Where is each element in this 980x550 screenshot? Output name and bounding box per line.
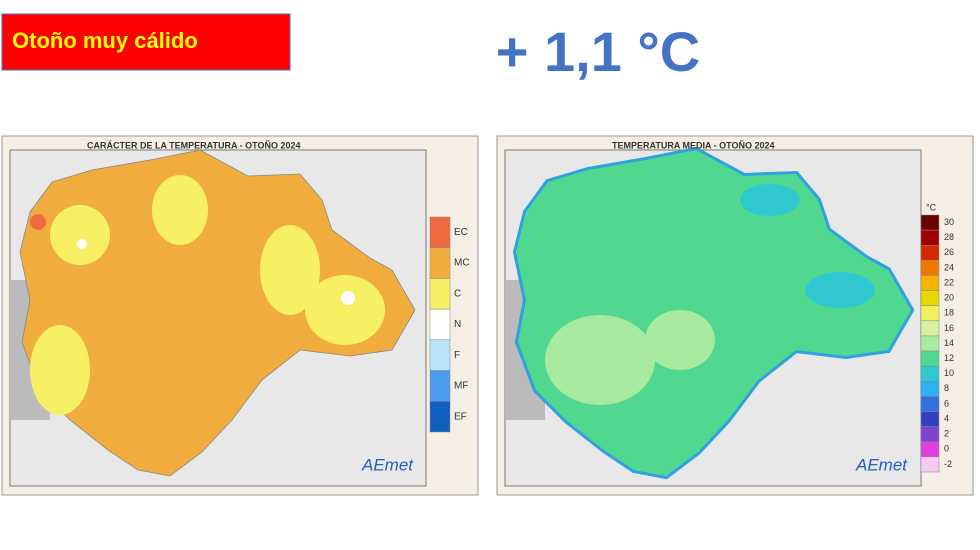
legend-swatch bbox=[429, 401, 451, 433]
legend-label: -2 bbox=[944, 459, 952, 469]
warm-patch bbox=[152, 175, 208, 245]
legend-label: 30 bbox=[944, 217, 954, 227]
legend-label: N bbox=[454, 319, 461, 330]
legend-label: EC bbox=[454, 227, 468, 238]
map-character: CARÁCTER DE LA TEMPERATURA - OTOÑO 2024 … bbox=[1, 135, 479, 496]
legend-swatch bbox=[429, 278, 451, 310]
badge-box bbox=[1, 13, 291, 71]
legend-label: EF bbox=[454, 411, 467, 422]
warm-patch bbox=[50, 205, 110, 265]
legend-swatch bbox=[429, 308, 451, 341]
legend-swatch bbox=[920, 244, 940, 261]
normal-spot bbox=[341, 291, 355, 305]
legend-swatch bbox=[920, 381, 940, 397]
cool-patch bbox=[805, 272, 875, 308]
map-mean-temperature: TEMPERATURA MEDIA - OTOÑO 2024 AEmet °C bbox=[496, 135, 974, 496]
legend-label: F bbox=[454, 350, 460, 361]
legend-swatch bbox=[920, 411, 940, 427]
legend-swatch bbox=[920, 350, 940, 367]
legend-label: 18 bbox=[944, 308, 954, 318]
map-title: TEMPERATURA MEDIA - OTOÑO 2024 bbox=[612, 140, 775, 150]
legend-label: MC bbox=[454, 258, 470, 269]
legend-label: C bbox=[454, 288, 461, 299]
warm-patch bbox=[260, 225, 320, 315]
legend-label: 26 bbox=[944, 247, 954, 257]
legend-unit: °C bbox=[926, 202, 937, 212]
warm-patch bbox=[30, 325, 90, 415]
normal-spot bbox=[77, 239, 87, 249]
legend-swatch bbox=[920, 365, 940, 382]
legend-label: 22 bbox=[944, 277, 954, 287]
legend-label: 12 bbox=[944, 353, 954, 363]
warm-patch bbox=[305, 275, 385, 345]
legend-swatch bbox=[920, 305, 940, 322]
legend-swatch bbox=[920, 335, 940, 352]
legend-label: 10 bbox=[944, 368, 954, 378]
legend-swatch bbox=[920, 229, 940, 246]
logo: AEmet bbox=[855, 455, 908, 474]
legend-label: 20 bbox=[944, 293, 954, 303]
legend-label: 4 bbox=[944, 413, 949, 423]
legend-label: 24 bbox=[944, 262, 954, 272]
anomaly: + 1,1 °C bbox=[496, 20, 701, 83]
legend-label: MF bbox=[454, 381, 468, 392]
map-title: CARÁCTER DE LA TEMPERATURA - OTOÑO 2024 bbox=[87, 140, 301, 150]
legend-swatch bbox=[429, 247, 451, 279]
legend-swatch bbox=[920, 275, 940, 291]
legend-label: 6 bbox=[944, 398, 949, 408]
legend-swatch bbox=[920, 456, 940, 473]
legend-label: 28 bbox=[944, 232, 954, 242]
legend-label: 0 bbox=[944, 444, 949, 454]
legend-swatch bbox=[920, 441, 940, 458]
mild-patch bbox=[545, 315, 655, 405]
legend-swatch bbox=[920, 320, 940, 337]
logo: AEmet bbox=[361, 455, 414, 474]
legend-swatch bbox=[920, 214, 940, 231]
legend-swatch bbox=[429, 339, 451, 371]
mild-patch bbox=[645, 310, 715, 370]
legend-swatch bbox=[429, 216, 451, 248]
legend-label: 2 bbox=[944, 429, 949, 439]
legend-label: 16 bbox=[944, 323, 954, 333]
badge: Otoño muy cálido bbox=[12, 28, 198, 53]
legend-swatch bbox=[429, 370, 451, 402]
legend-label: 14 bbox=[944, 338, 954, 348]
cool-patch bbox=[740, 184, 800, 216]
legend-swatch bbox=[920, 396, 940, 412]
legend-label: 8 bbox=[944, 383, 949, 393]
legend-swatch bbox=[920, 260, 940, 276]
legend-swatch bbox=[920, 426, 940, 443]
very-warm-spot bbox=[30, 214, 46, 230]
legend-swatch bbox=[920, 290, 940, 306]
